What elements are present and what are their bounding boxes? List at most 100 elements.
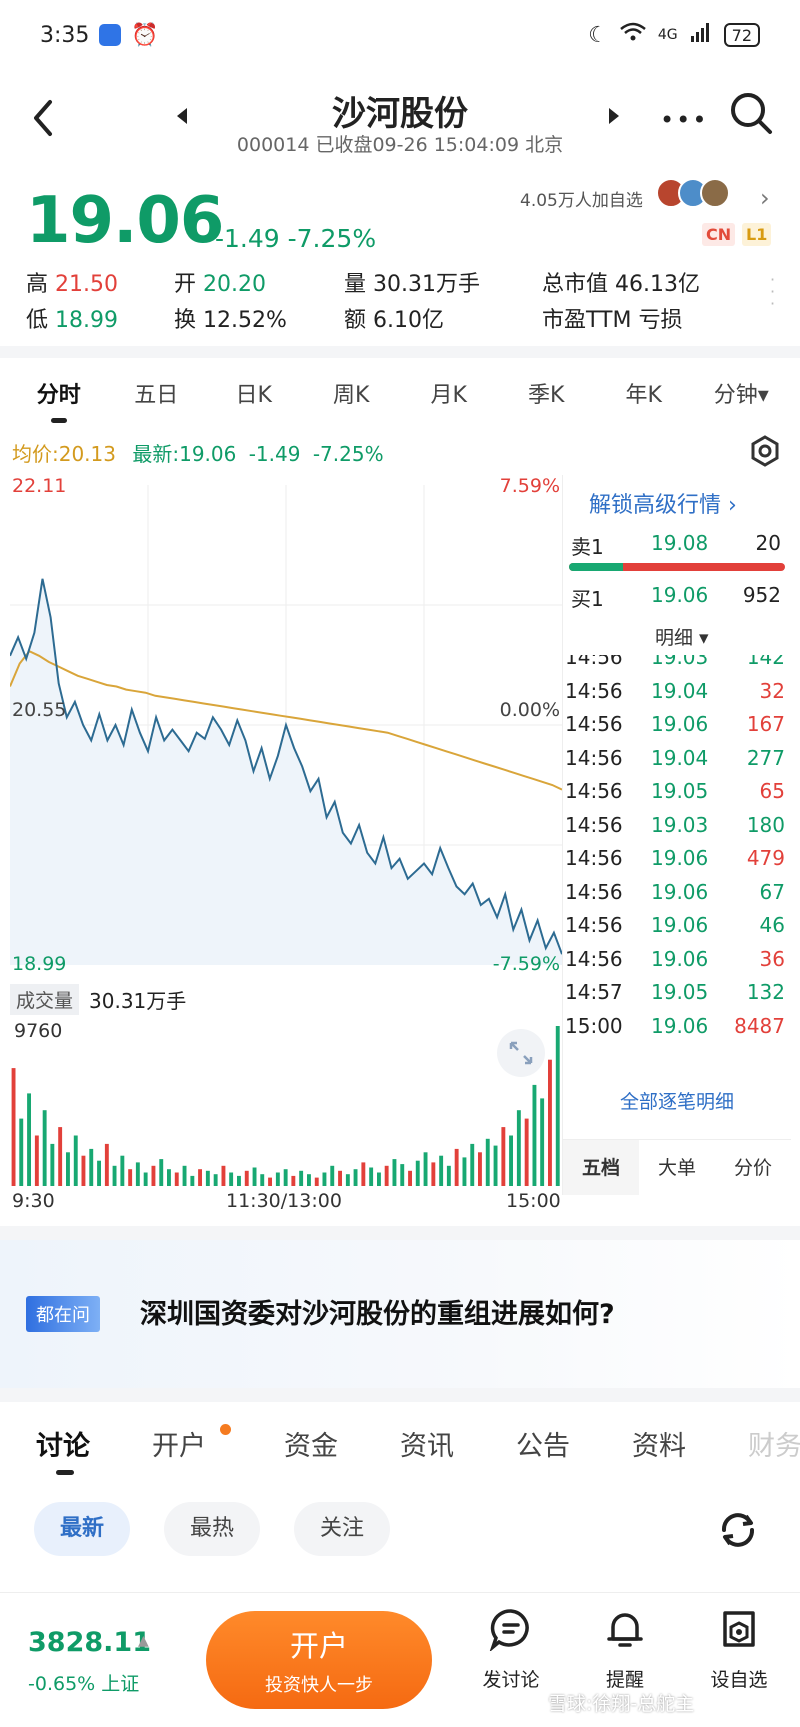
- volume-bar: [50, 1143, 55, 1186]
- volume-bar: [97, 1160, 101, 1186]
- volume-bar: [58, 1127, 63, 1186]
- unlock-advanced-quotes-link[interactable]: 解锁高级行情 ›: [589, 493, 737, 518]
- intraday-chart[interactable]: 22.11 7.59% 20.55 0.00% 18.99 -7.59%: [9, 475, 563, 975]
- refresh-icon[interactable]: [716, 1508, 760, 1552]
- tab-financials[interactable]: 财务: [748, 1431, 800, 1462]
- all-tick-detail-link[interactable]: 全部逐笔明细: [619, 1091, 734, 1113]
- set-reminder-button[interactable]: 提醒: [580, 1607, 670, 1692]
- tab-daily-k[interactable]: 日K: [235, 383, 272, 408]
- trade-row: 14:56 19.06 36: [563, 947, 791, 984]
- volume-bar: [353, 1169, 358, 1186]
- volume-bar: [322, 1172, 327, 1186]
- tab-price-distribution[interactable]: 分价: [733, 1157, 772, 1179]
- trade-time: 14:56: [565, 745, 623, 770]
- trade-volume: 46: [759, 913, 785, 937]
- volume-bar: [314, 1177, 319, 1186]
- filter-hottest[interactable]: 最热: [164, 1502, 261, 1556]
- bid-ask-ratio-bar: [569, 563, 785, 571]
- add-watchlist-button[interactable]: 设自选: [694, 1607, 784, 1692]
- x-axis-mid: 11:30/13:00: [226, 1190, 342, 1212]
- volume-bar: [73, 1135, 78, 1186]
- trade-volume: 67: [759, 879, 785, 904]
- period-tabs: 分时 五日 日K 周K 月K 季K 年K 分钟▾: [0, 360, 800, 426]
- stat-high: 高 21.50: [26, 272, 118, 297]
- back-icon[interactable]: [24, 94, 64, 142]
- tab-open-account[interactable]: 开户: [152, 1431, 206, 1462]
- open-account-button[interactable]: 开户 投资快人一步: [206, 1611, 432, 1709]
- current-price: 19.06: [26, 184, 224, 258]
- volume-bar: [338, 1170, 342, 1186]
- more-icon[interactable]: •••: [660, 106, 709, 134]
- tab-discussion[interactable]: 讨论: [36, 1431, 90, 1462]
- volume-bar: [524, 1118, 529, 1186]
- tab-yearly-k[interactable]: 年K: [625, 383, 662, 408]
- volume-label[interactable]: 成交量: [10, 983, 80, 1015]
- search-icon[interactable]: [728, 90, 774, 136]
- trade-price: 19.05: [651, 980, 709, 1004]
- trade-row: 14:56 19.05 65: [563, 779, 791, 816]
- volume-bar: [151, 1165, 156, 1186]
- previous-stock-icon[interactable]: [175, 106, 189, 126]
- chart-settings-icon[interactable]: [748, 434, 782, 468]
- filter-latest[interactable]: 最新: [34, 1502, 131, 1556]
- detail-dropdown[interactable]: 明细 ▾: [655, 627, 709, 649]
- volume-bar: [198, 1169, 202, 1186]
- trade-price: 19.04: [651, 745, 709, 770]
- volume-bar: [213, 1174, 218, 1186]
- expand-stats-icon[interactable]: · · ·: [770, 270, 776, 313]
- y-axis-mid-label: 20.55: [12, 699, 67, 721]
- tab-intraday[interactable]: 分时: [10, 377, 108, 423]
- volume-bar: [104, 1143, 109, 1186]
- tab-minute[interactable]: 分钟▾: [713, 383, 769, 408]
- trade-time: 14:56: [565, 779, 623, 803]
- tab-capital[interactable]: 资金: [284, 1431, 338, 1462]
- follower-avatars[interactable]: [656, 178, 730, 208]
- everyone-asks-card[interactable]: 都在问 深圳国资委对沙河股份的重组进展如何?: [0, 1240, 800, 1388]
- app-notification-icon: [99, 24, 122, 46]
- volume-bar: [244, 1170, 249, 1186]
- volume-chart[interactable]: 9760: [10, 1018, 562, 1186]
- volume-bar: [462, 1157, 467, 1186]
- volume-bar: [548, 1059, 552, 1186]
- volume-bar: [221, 1165, 226, 1186]
- tab-news[interactable]: 资讯: [400, 1431, 454, 1462]
- stat-open: 开 20.20: [174, 272, 266, 297]
- volume-bar: [423, 1152, 428, 1186]
- expand-chart-icon[interactable]: [496, 1028, 546, 1078]
- volume-bar: [237, 1175, 241, 1186]
- price-line: [9, 578, 563, 955]
- trade-volume: 479: [746, 846, 785, 870]
- volume-bar: [27, 1093, 31, 1186]
- tab-weekly-k[interactable]: 周K: [333, 383, 370, 408]
- volume-bar: [260, 1174, 265, 1186]
- volume-bar: [42, 1110, 47, 1186]
- tab-quarterly-k[interactable]: 季K: [528, 383, 565, 408]
- chat-bubble-icon: [489, 1609, 529, 1651]
- volume-header: 成交量 30.31万手: [10, 982, 186, 1016]
- trade-volume: 132: [746, 980, 785, 1004]
- trade-detail-list[interactable]: 14:56 19.03 142 14:56 19.04 32 14:56 19.06 167 14…: [563, 655, 791, 1045]
- asked-question[interactable]: 深圳国资委对沙河股份的重组进展如何?: [140, 1299, 615, 1330]
- trade-time: 14:56: [565, 913, 623, 937]
- next-stock-icon[interactable]: [607, 106, 621, 126]
- volume-bar: [540, 1098, 545, 1186]
- chevron-right-icon[interactable]: ›: [760, 184, 770, 212]
- volume-bar: [493, 1145, 498, 1186]
- network-label: 4G: [657, 27, 678, 43]
- tab-announcements[interactable]: 公告: [516, 1431, 570, 1462]
- volume-bar: [415, 1160, 420, 1186]
- tab-five-levels[interactable]: 五档: [563, 1140, 639, 1195]
- battery-indicator: 72: [723, 23, 760, 47]
- trade-row: 14:56 19.03 142: [563, 655, 791, 682]
- followers-count[interactable]: 4.05万人加自选: [520, 191, 643, 211]
- post-discussion-button[interactable]: 发讨论: [466, 1607, 556, 1692]
- tab-profile[interactable]: 资料: [632, 1431, 686, 1462]
- filter-following[interactable]: 关注: [294, 1502, 391, 1556]
- tab-monthly-k[interactable]: 月K: [430, 383, 467, 408]
- tab-five-day[interactable]: 五日: [134, 383, 179, 408]
- active-tab-indicator: [56, 1470, 74, 1475]
- status-bar: 3:35 ⏰ ☾ 4G 72: [0, 0, 800, 70]
- volume-bar: [167, 1169, 171, 1186]
- tab-large-orders[interactable]: 大单: [657, 1157, 696, 1179]
- volume-bar: [299, 1170, 304, 1186]
